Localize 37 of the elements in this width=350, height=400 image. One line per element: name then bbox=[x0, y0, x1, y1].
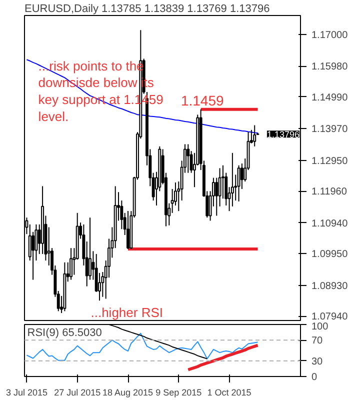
candlestick bbox=[88, 217, 92, 280]
candlestick bbox=[253, 124, 256, 147]
text: 1.13796 bbox=[266, 130, 300, 140]
y-tick-label: 1.07940 bbox=[312, 312, 348, 323]
x-tick-label: 9 Sep 2015 bbox=[156, 388, 202, 398]
annotation: ...higher RSI bbox=[90, 304, 164, 320]
chart-title: EURUSD,Daily 1.13785 1.13839 1.13769 1.13796 bbox=[24, 3, 270, 15]
candlestick bbox=[126, 210, 130, 250]
x-tick-label: 3 Jul 2015 bbox=[6, 388, 48, 398]
y-tick-label: 0 bbox=[312, 372, 318, 383]
candlestick bbox=[186, 144, 190, 174]
y-tick-label: 30 bbox=[312, 356, 324, 368]
x-tick-label: 18 Aug 2015 bbox=[102, 388, 154, 398]
candlestick bbox=[237, 164, 240, 202]
x-tick-label: 1 Oct 2015 bbox=[207, 388, 252, 398]
y-tick-label: 1.15980 bbox=[312, 62, 348, 73]
y-tick-label: 1.10940 bbox=[312, 218, 348, 230]
y-tick-label: 1.08930 bbox=[312, 280, 348, 292]
line-series bbox=[186, 344, 260, 372]
x-tick-label: 27 Jul 2015 bbox=[54, 388, 101, 398]
y-tick-label: 1.17000 bbox=[312, 30, 348, 41]
y-tick-label: 1.11960 bbox=[312, 186, 348, 198]
y-tick-label: 1.09950 bbox=[312, 249, 348, 260]
candlestick bbox=[70, 248, 73, 280]
y-tick-label: 100 bbox=[312, 322, 329, 332]
candlestick bbox=[230, 152, 234, 207]
y-tick-label: 1.13970 bbox=[312, 124, 348, 136]
y-tick-label: 70 bbox=[312, 336, 324, 347]
chart-title: RSI(9) 65.5030 bbox=[27, 327, 102, 340]
y-tick-label: 1.12950 bbox=[312, 156, 348, 167]
candlestick bbox=[98, 272, 101, 302]
line-series bbox=[26, 59, 258, 134]
candlestick bbox=[32, 231, 35, 280]
candlestick bbox=[240, 162, 244, 190]
annotation: 1.1459 bbox=[180, 92, 224, 108]
candlestick bbox=[215, 177, 218, 216]
y-tick-label: 1.14990 bbox=[312, 92, 348, 104]
